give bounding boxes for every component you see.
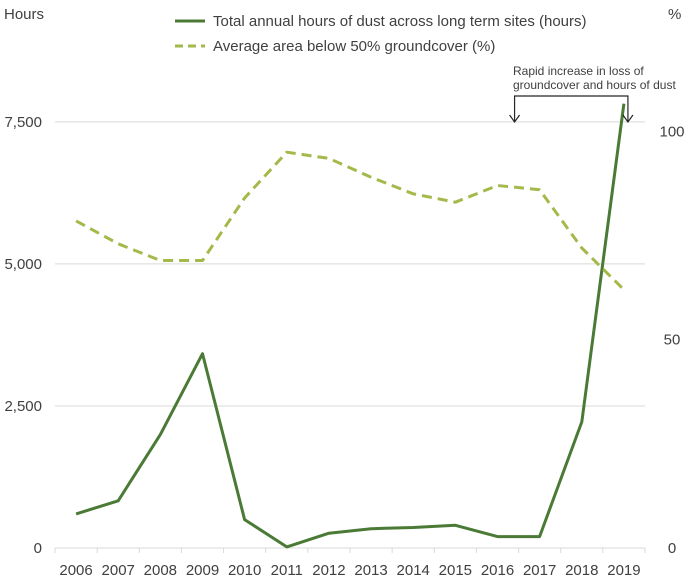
- x-tick-label: 2015: [439, 562, 472, 579]
- y-left-axis-title: Hours: [4, 6, 44, 23]
- series-line-hours: [75, 103, 626, 549]
- y-right-tick-label: 50: [664, 332, 681, 349]
- annotation-line-1: Rapid increase in loss of: [513, 64, 644, 78]
- x-tick-label: 2014: [397, 562, 430, 579]
- gridlines: [55, 121, 645, 407]
- annotation-arrow-right: [622, 114, 634, 124]
- x-tick-label: 2008: [144, 562, 177, 579]
- x-tick-label: 2019: [607, 562, 640, 579]
- y-right-tick-label: 100: [659, 123, 684, 140]
- series-line-groundcover: [75, 150, 625, 291]
- x-tick-label: 2013: [354, 562, 387, 579]
- y-right-tick-labels: 0 50 100: [659, 123, 684, 557]
- x-tick-label: 2006: [59, 562, 92, 579]
- x-tick-label: 2018: [565, 562, 598, 579]
- y-left-tick-label: 2,500: [4, 398, 42, 415]
- x-tick-label: 2017: [523, 562, 556, 579]
- y-left-tick-label: 7,500: [4, 114, 42, 131]
- annotation-arrow-left: [509, 114, 521, 124]
- legend: Total annual hours of dust across long t…: [175, 13, 587, 55]
- series-layer: [75, 103, 626, 549]
- legend-label-groundcover: Average area below 50% groundcover (%): [213, 38, 495, 55]
- annotation: Rapid increase in loss of groundcover an…: [509, 64, 676, 124]
- annotation-line-2: groundcover and hours of dust: [513, 78, 676, 92]
- x-tick-label: 2011: [271, 562, 303, 579]
- x-tick-label: 2012: [312, 562, 345, 579]
- x-tick-label: 2016: [481, 562, 514, 579]
- x-tick-label: 2009: [186, 562, 219, 579]
- y-right-tick-label: 0: [668, 540, 676, 557]
- y-left-tick-label: 0: [34, 540, 42, 557]
- legend-label-hours: Total annual hours of dust across long t…: [213, 13, 587, 30]
- annotation-bracket: [513, 95, 629, 122]
- x-tick-label: 2007: [102, 562, 135, 579]
- y-left-tick-label: 5,000: [4, 256, 42, 273]
- y-right-axis-title: %: [668, 6, 681, 23]
- y-left-tick-labels: 0 2,500 5,000 7,500: [4, 114, 42, 557]
- x-tick-labels: 2006 2007 2008 2009 2010 2011 2012 2013 2014 2015…: [54, 548, 646, 579]
- x-tick-label: 2010: [228, 562, 261, 579]
